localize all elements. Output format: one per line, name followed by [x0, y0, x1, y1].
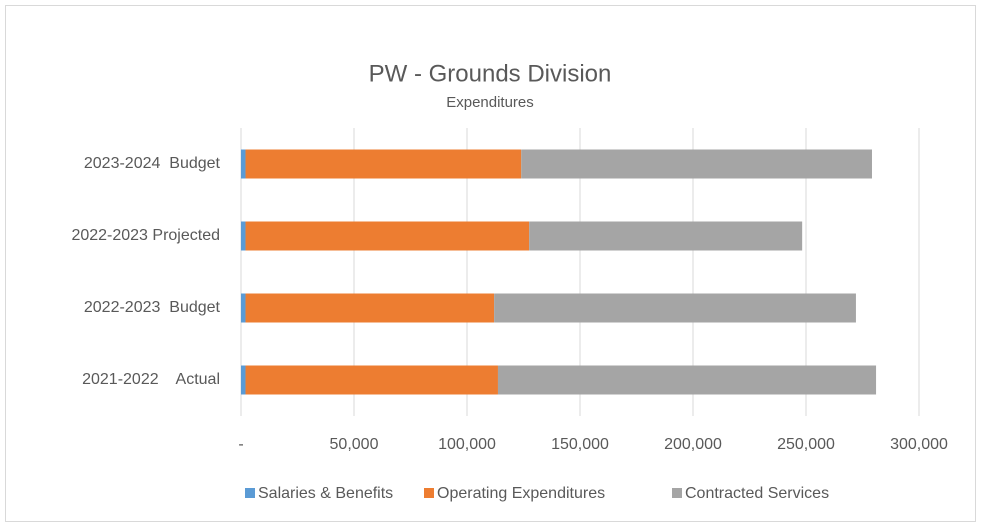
- legend-swatch: [424, 488, 434, 498]
- x-tick-label: -: [238, 436, 243, 453]
- bar-segment: [241, 149, 246, 179]
- bar-segment: [245, 149, 522, 179]
- bar-segment: [245, 365, 498, 395]
- bar-segment: [494, 293, 856, 323]
- bar-segment: [245, 221, 530, 251]
- x-tick-label: 150,000: [551, 436, 609, 453]
- legend-swatch: [672, 488, 682, 498]
- legend-label: Contracted Services: [685, 485, 829, 502]
- y-tick-label: 2022-2023 Projected: [71, 227, 220, 244]
- x-tick-label: 50,000: [330, 436, 379, 453]
- x-tick-label: 200,000: [664, 436, 722, 453]
- x-tick-label: 250,000: [777, 436, 835, 453]
- y-tick-label: 2023-2024 Budget: [84, 155, 221, 172]
- legend-swatch: [245, 488, 255, 498]
- bar-segment: [241, 293, 246, 323]
- chart-title: PW - Grounds Division: [369, 60, 612, 87]
- chart-border: [5, 5, 976, 522]
- x-tick-label: 100,000: [438, 436, 496, 453]
- bar-segment: [497, 365, 877, 395]
- legend-label: Salaries & Benefits: [258, 485, 393, 502]
- y-tick-label: 2022-2023 Budget: [84, 299, 221, 316]
- bar-segment: [241, 365, 246, 395]
- y-tick-label: 2021-2022 Actual: [82, 371, 220, 388]
- bar-segment: [245, 293, 495, 323]
- bar-segment: [529, 221, 803, 251]
- bar-segment: [241, 221, 246, 251]
- bar-segment: [521, 149, 872, 179]
- chart-subtitle: Expenditures: [446, 94, 534, 111]
- x-tick-label: 300,000: [890, 436, 948, 453]
- legend-label: Operating Expenditures: [437, 485, 605, 502]
